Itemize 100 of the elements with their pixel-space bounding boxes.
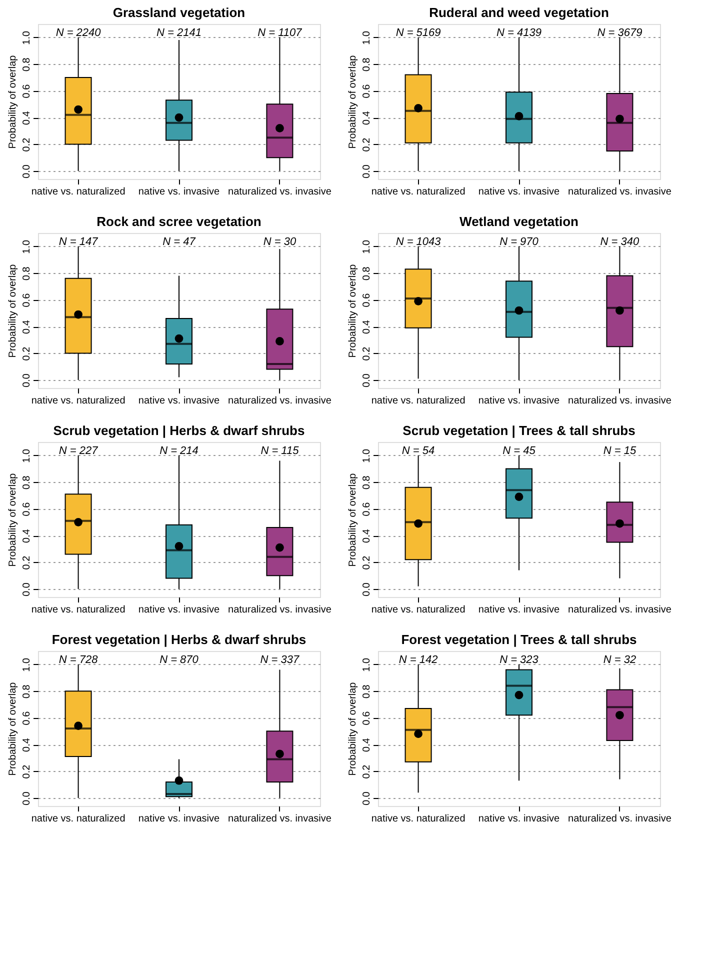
y-tick-label: 1.0 [362,30,372,45]
x-tick-label: naturalized vs. invasive [568,396,672,406]
y-tick-label: 0.2 [22,137,32,152]
y-tick-label: 0.4 [362,110,372,125]
chart-title: Scrub vegetation | Herbs & dwarf shrubs [53,423,305,438]
y-tick-label: 1.0 [362,448,372,463]
x-tick-label: native vs. invasive [478,186,560,198]
x-tick-label: native vs. naturalized [31,396,126,406]
y-tick-label: 0.6 [362,84,372,98]
x-tick-label: naturalized vs. invasive [228,396,332,406]
y-tick-label: 0.2 [362,764,372,779]
annotation: N = 2141 [156,27,202,39]
y-tick-label: 0.4 [362,320,372,334]
y-tick-label: 0.8 [22,266,32,281]
y-tick-label: 0.0 [362,791,372,806]
annotation: N = 30 [263,236,297,248]
y-tick-label: 0.4 [362,738,372,752]
x-tick-label: native vs. invasive [138,396,220,406]
x-tick-label: native vs. naturalized [31,814,126,824]
annotation: N = 340 [600,236,640,248]
y-tick-label: 0.2 [362,137,372,152]
y-axis-title: Probability of overlap [8,472,18,567]
y-tick-label: 0.4 [22,738,32,752]
annotation: N = 1107 [258,27,303,39]
annotation: N = 47 [162,236,196,248]
y-tick-label: 0.6 [362,710,372,726]
y-axis-title: Probability of overlap [348,682,358,776]
x-tick-label: native vs. naturalized [371,604,466,616]
annotation: N = 970 [500,236,540,248]
y-tick-label: 0.0 [362,582,372,596]
y-tick-label: 0.0 [22,373,32,388]
x-tick-label: native vs. invasive [478,814,560,824]
y-tick-label: 0.2 [362,555,372,570]
y-axis-title: Probability of overlap [348,54,358,149]
x-tick-label: naturalized vs. invasive [568,186,672,198]
annotation: N = 870 [160,654,200,666]
y-tick-label: 0.8 [362,475,372,490]
y-tick-label: 0.0 [362,373,372,388]
y-axis-title: Probability of overlap [8,54,18,149]
y-axis-title: Probability of overlap [8,682,18,776]
chart-title: Forest vegetation | Herbs & dwarf shrubs [52,632,306,647]
annotation: N = 3679 [597,27,642,39]
chart-title: Grassland vegetation [112,5,246,20]
y-tick-label: 1.0 [22,30,32,45]
y-tick-label: 0.8 [362,684,372,699]
annotation: N = 323 [500,654,540,666]
y-tick-label: 0.8 [362,266,372,281]
annotation: N = 4139 [496,27,542,39]
y-tick-label: 0.2 [22,764,32,779]
annotation: N = 115 [260,445,300,457]
chart-title: Wetland vegetation [460,214,579,229]
y-axis-title: Probability of overlap [348,264,358,358]
y-tick-label: 0.8 [22,684,32,699]
y-tick-label: 0.6 [22,710,32,726]
annotation: N = 15 [603,445,637,457]
annotation: N = 45 [502,445,536,457]
y-tick-label: 0.6 [362,292,372,308]
x-tick-label: native vs. invasive [138,814,220,824]
annotation: N = 32 [603,654,636,666]
y-tick-label: 0.8 [22,57,32,72]
x-tick-label: native vs. naturalized [371,814,466,824]
y-tick-label: 0.2 [22,555,32,570]
y-tick-label: 1.0 [22,239,32,254]
y-tick-label: 0.0 [22,164,32,178]
y-tick-label: 0.0 [22,791,32,806]
y-tick-label: 0.8 [362,57,372,72]
x-tick-label: native vs. naturalized [31,186,126,198]
chart-title: Scrub vegetation | Trees & tall shrubs [402,423,636,438]
y-tick-label: 1.0 [362,657,372,672]
annotation: N = 147 [58,236,99,248]
annotation: N = 54 [402,445,435,457]
x-tick-label: native vs. invasive [138,186,220,198]
y-axis-title: Probability of overlap [8,264,18,358]
y-tick-label: 0.0 [22,582,32,596]
y-tick-label: 0.6 [22,292,32,308]
annotation: N = 2240 [56,27,102,39]
annotation: N = 728 [58,654,99,666]
y-tick-label: 1.0 [362,239,372,254]
y-tick-label: 0.8 [22,475,32,490]
annotation: N = 214 [160,445,198,457]
x-tick-label: naturalized vs. invasive [568,814,672,824]
x-tick-label: native vs. naturalized [371,396,466,406]
y-tick-label: 0.6 [22,502,32,516]
x-tick-label: naturalized vs. invasive [228,186,332,198]
annotation: N = 5169 [396,27,441,39]
x-tick-label: native vs. naturalized [371,186,466,198]
y-tick-label: 1.0 [22,657,32,672]
y-tick-label: 0.0 [362,164,372,178]
y-tick-label: 0.2 [22,346,32,361]
annotation: N = 337 [260,654,300,666]
annotation: N = 227 [58,445,99,457]
x-tick-label: native vs. invasive [478,604,560,616]
x-tick-label: naturalized vs. invasive [228,604,332,616]
x-tick-label: native vs. invasive [478,396,560,406]
y-tick-label: 0.4 [22,528,32,543]
chart-title: Ruderal and weed vegetation [429,5,609,20]
x-tick-label: native vs. naturalized [31,604,126,616]
y-tick-label: 0.6 [362,502,372,516]
annotation: N = 142 [398,654,438,666]
y-tick-label: 1.0 [22,448,32,463]
